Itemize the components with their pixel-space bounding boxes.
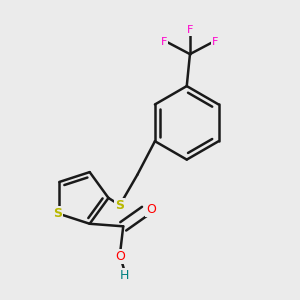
Text: H: H	[120, 269, 130, 282]
Text: F: F	[161, 37, 168, 47]
Text: S: S	[53, 207, 62, 220]
Text: F: F	[187, 25, 193, 35]
Text: S: S	[115, 199, 124, 212]
Text: O: O	[115, 250, 125, 262]
Text: O: O	[146, 203, 156, 216]
Text: F: F	[212, 37, 219, 47]
